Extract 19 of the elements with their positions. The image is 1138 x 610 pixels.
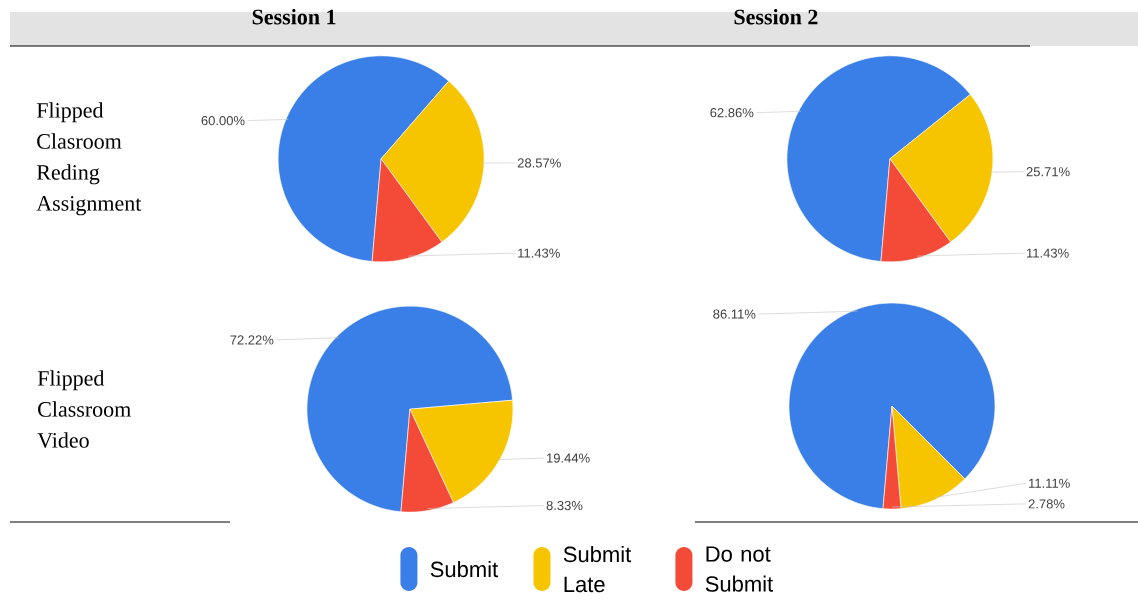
- data-label: 28.57%: [517, 158, 561, 168]
- chart-title: Session 1: [252, 8, 336, 25]
- data-label: 25.71%: [1026, 167, 1070, 177]
- data-label: 11.43%: [1027, 248, 1069, 258]
- data-label: 11.43%: [518, 248, 560, 258]
- data-label: 8.33%: [546, 500, 583, 511]
- legend-label: Submit: [430, 561, 499, 578]
- data-label: 86.11%: [713, 309, 756, 319]
- text: Flipped Clasroom Reding Assignment: [36, 102, 142, 216]
- chart-title: Session 2: [734, 8, 818, 25]
- legend-label: Submit Late: [563, 546, 632, 593]
- legend-label: Do not Submit: [705, 546, 774, 592]
- data-label: 2.78%: [1028, 499, 1065, 509]
- data-label: 11.11%: [1029, 478, 1070, 488]
- data-label: 72.22%: [230, 335, 274, 345]
- data-label: 19.44%: [547, 453, 590, 463]
- data-label: 62.86%: [710, 108, 754, 118]
- text: Flipped Classroom Video: [37, 370, 131, 448]
- data-label: 60.00%: [201, 116, 245, 126]
